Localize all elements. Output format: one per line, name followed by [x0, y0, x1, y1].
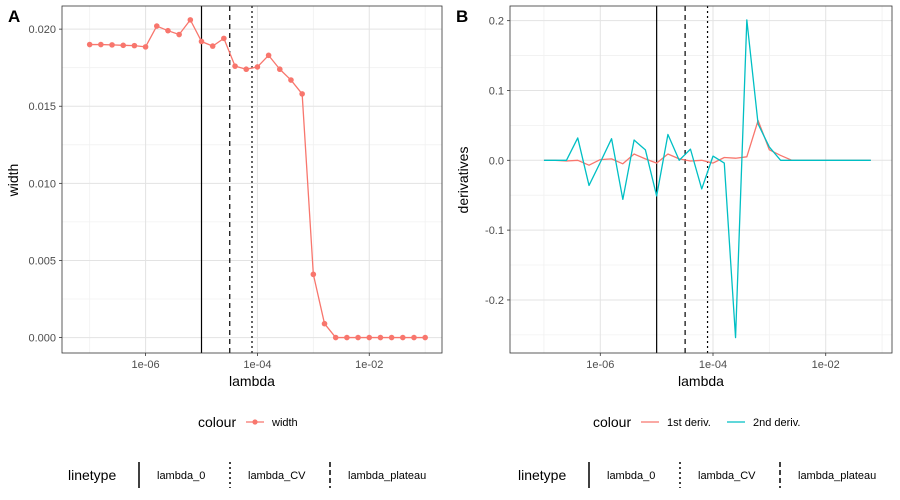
panel-b-x-title: lambda — [678, 373, 724, 389]
data-point — [254, 64, 261, 70]
data-point — [332, 334, 339, 341]
panel-a-x-title: lambda — [229, 373, 275, 389]
data-point — [276, 66, 283, 73]
data-point — [98, 41, 104, 48]
legend-b-2nd-deriv-label: 2nd deriv. — [753, 417, 801, 429]
data-point — [366, 334, 373, 341]
panel-a-grid — [62, 6, 442, 353]
data-point — [400, 334, 406, 341]
legend-a-width-key-point — [252, 419, 258, 425]
data-point — [265, 52, 272, 59]
data-point — [209, 43, 216, 49]
x-tick-label: 1e-06 — [586, 359, 614, 371]
data-point — [187, 17, 194, 23]
y-tick-label: 0.1 — [489, 85, 504, 97]
legend-b-lambdacv-label: lambda_CV — [698, 470, 756, 482]
data-point — [176, 31, 182, 38]
x-tick-label: 1e-02 — [812, 359, 840, 371]
y-tick-label: 0.010 — [28, 178, 56, 190]
panel-a-y-title: width — [5, 164, 21, 198]
data-point — [120, 42, 127, 49]
panel-b-grid — [510, 6, 892, 353]
y-tick-label: 0.000 — [28, 333, 56, 345]
panel-b-series — [543, 19, 871, 339]
y-tick-label: 0.0 — [489, 155, 504, 167]
legend-b-lambdaplateau-label: lambda_plateau — [798, 470, 876, 482]
data-point — [153, 23, 160, 29]
data-point — [411, 334, 417, 341]
x-tick-label: 1e-02 — [355, 359, 383, 371]
panel-b-ticks: 1e-06 1e-04 1e-02 -0.2 -0.1 0.0 0.1 0.2 — [485, 16, 840, 371]
x-tick-label: 1e-04 — [699, 359, 727, 371]
x-tick-label: 1e-06 — [132, 359, 160, 371]
panel-a-border — [61, 5, 443, 354]
data-point — [86, 41, 93, 48]
data-point — [221, 35, 227, 42]
panel-b-tag: B — [456, 7, 468, 26]
y-tick-label: 0.005 — [28, 255, 56, 267]
panel-b-border — [509, 5, 893, 354]
legend-b: colour 1st deriv. 2nd deriv. linetype la… — [518, 414, 876, 488]
legend-a-lambdacv-label: lambda_CV — [248, 470, 306, 482]
legend-b-colour-title: colour — [593, 414, 631, 430]
data-point — [321, 320, 328, 327]
data-point — [131, 42, 138, 49]
panel-a: A 1e-06 1e-04 1e-02 0.000 0.005 0.010 0.015 0.0… — [5, 5, 443, 389]
data-point — [198, 38, 205, 45]
y-tick-label: -0.2 — [485, 295, 504, 307]
legend-a-colour-title: colour — [198, 414, 236, 430]
y-tick-label: 0.020 — [28, 24, 56, 36]
data-point — [344, 334, 350, 341]
data-point — [355, 334, 361, 341]
data-point — [243, 66, 250, 73]
panel-b: B 1e-06 1e-04 1e-02 -0.2 -0.1 0.0 0.1 0.2 lambd… — [455, 5, 893, 389]
data-point — [165, 27, 171, 34]
data-point — [109, 42, 115, 48]
series-line-2nd-deriv- — [543, 19, 871, 339]
data-point — [288, 77, 294, 83]
data-point — [377, 334, 384, 341]
data-point — [232, 63, 238, 69]
data-point — [388, 334, 395, 341]
legend-b-lambda0-label: lambda_0 — [607, 470, 655, 482]
data-point — [310, 271, 317, 278]
legend-b-1st-deriv-label: 1st deriv. — [667, 417, 711, 429]
y-tick-label: 0.015 — [28, 101, 56, 113]
legend-a-lambdaplateau-label: lambda_plateau — [348, 470, 426, 482]
y-tick-label: -0.1 — [485, 225, 504, 237]
panel-b-reference-lines — [656, 6, 709, 353]
y-tick-label: 0.2 — [489, 16, 504, 28]
panel-a-ticks: 1e-06 1e-04 1e-02 0.000 0.005 0.010 0.015 0.020 — [28, 24, 383, 371]
panel-a-series — [86, 17, 428, 341]
legend-a: colour width linetype lambda_0 lambda_CV… — [68, 414, 426, 488]
legend-a-linetype-title: linetype — [68, 467, 116, 483]
data-point — [299, 91, 305, 97]
legend-a-lambda0-label: lambda_0 — [157, 470, 205, 482]
data-point — [422, 334, 428, 341]
x-tick-label: 1e-04 — [243, 359, 271, 371]
panel-b-y-title: derivatives — [455, 147, 471, 214]
panel-a-reference-lines — [200, 6, 253, 353]
legend-a-width-label: width — [271, 417, 298, 429]
data-point — [142, 44, 149, 50]
panel-a-tag: A — [8, 7, 20, 26]
legend-b-linetype-title: linetype — [518, 467, 566, 483]
